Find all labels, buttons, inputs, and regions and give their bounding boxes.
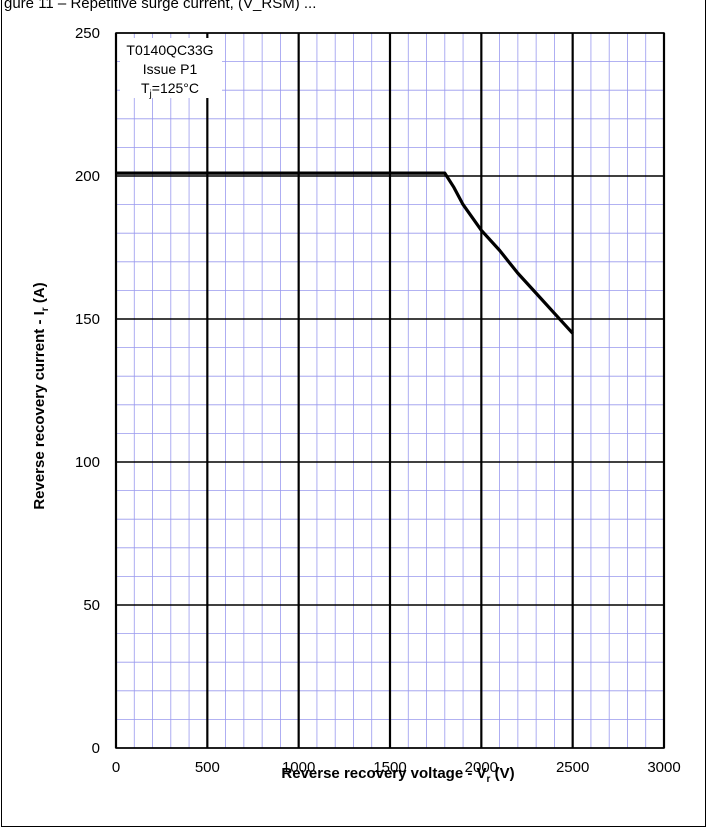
x-tick-label: 0: [112, 759, 120, 776]
y-tick-label: 0: [92, 740, 100, 757]
x-tick-label: 2500: [556, 759, 589, 776]
major-grid: [114, 32, 666, 749]
y-tick-label: 150: [75, 311, 100, 328]
annotation-line-2: Issue P1: [143, 61, 198, 77]
y-tick-label: 250: [75, 25, 100, 42]
x-axis-label: Reverse recovery voltage - Vr (V): [281, 765, 514, 785]
y-axis-label: Reverse recovery current - Ir (A): [31, 282, 51, 509]
x-tick-label: 1000: [282, 759, 315, 776]
annotation-line-1: T0140QC33G: [126, 42, 213, 58]
annotation-line-3: Tj=125°C: [141, 80, 199, 100]
y-tick-label: 50: [83, 597, 100, 614]
series-layer: [116, 171, 574, 335]
y-tick-label: 200: [75, 168, 100, 185]
annotation-box: [120, 38, 222, 98]
x-tick-label: 500: [195, 759, 220, 776]
x-tick-label: 2000: [465, 759, 498, 776]
x-tick-label: 1500: [373, 759, 406, 776]
page-title: gure 11 – Repetitive surge current, (V_R…: [4, 0, 317, 12]
x-tick-label: 3000: [647, 759, 680, 776]
annotation: T0140QC33G Issue P1 Tj=125°C: [120, 38, 222, 100]
tick-labels: 0 500 1000 1500 2000 2500 3000 0 50 100 150 200 250: [75, 25, 681, 776]
plot-border: [115, 32, 665, 749]
y-tick-label: 100: [75, 454, 100, 471]
series-line: [116, 171, 574, 335]
